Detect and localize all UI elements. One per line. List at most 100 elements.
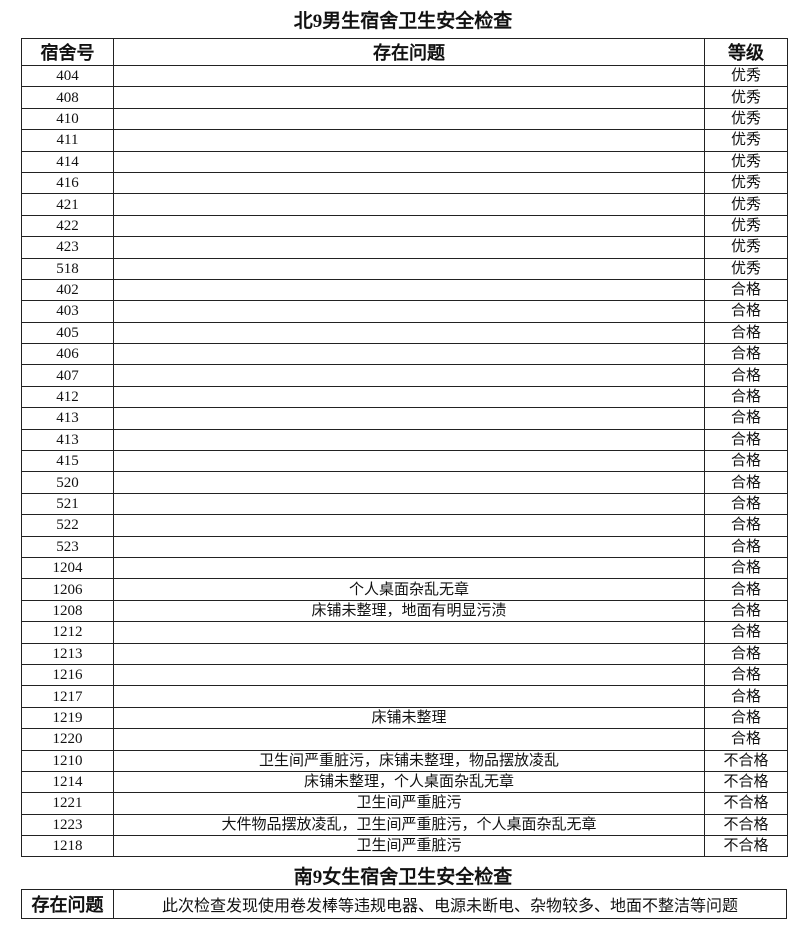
grade-cell: 不合格 bbox=[704, 813, 788, 837]
grade-cell: 合格 bbox=[704, 428, 788, 452]
issue-cell: 卫生间严重脏污 bbox=[113, 835, 705, 858]
room-cell: 1204 bbox=[21, 556, 114, 580]
grade-cell: 优秀 bbox=[704, 129, 788, 152]
header-room: 宿舍号 bbox=[21, 38, 114, 66]
grade-cell: 合格 bbox=[704, 364, 788, 387]
issue-cell bbox=[113, 385, 705, 409]
grade-cell: 合格 bbox=[704, 450, 788, 473]
room-cell: 1213 bbox=[21, 642, 114, 665]
room-cell: 1208 bbox=[21, 599, 114, 623]
issue-cell bbox=[113, 685, 705, 708]
room-cell: 523 bbox=[21, 535, 114, 558]
room-cell: 1220 bbox=[21, 728, 114, 751]
room-cell: 413 bbox=[21, 428, 114, 452]
table-row: 1212 合格 bbox=[21, 621, 788, 644]
room-cell: 404 bbox=[21, 64, 114, 88]
issue-cell: 个人桌面杂乱无章 bbox=[113, 578, 705, 601]
table-row: 416 优秀 bbox=[21, 171, 788, 195]
table-row: 1206 个人桌面杂乱无章 合格 bbox=[21, 578, 788, 601]
north-inspection-table: 宿舍号 存在问题 等级 404 优秀 408 优秀 410 优秀 411 优秀 414 优秀 416… bbox=[21, 38, 788, 858]
table-header-row: 宿舍号 存在问题 等级 bbox=[21, 38, 788, 66]
room-cell: 407 bbox=[21, 364, 114, 387]
table-row: 410 优秀 bbox=[21, 107, 788, 131]
room-cell: 415 bbox=[21, 450, 114, 473]
grade-cell: 合格 bbox=[704, 621, 788, 644]
table-row: 406 合格 bbox=[21, 343, 788, 366]
grade-cell: 合格 bbox=[704, 642, 788, 665]
table-row: 412 合格 bbox=[21, 385, 788, 409]
table-row: 422 优秀 bbox=[21, 214, 788, 238]
grade-cell: 优秀 bbox=[704, 214, 788, 238]
issue-cell bbox=[113, 64, 705, 88]
table-row: 1218 卫生间严重脏污 不合格 bbox=[21, 835, 788, 858]
grade-cell: 合格 bbox=[704, 599, 788, 623]
grade-cell: 优秀 bbox=[704, 64, 788, 88]
grade-cell: 合格 bbox=[704, 492, 788, 516]
table-row: 518 优秀 bbox=[21, 257, 788, 280]
grade-cell: 优秀 bbox=[704, 86, 788, 109]
room-cell: 1212 bbox=[21, 621, 114, 644]
grade-cell: 不合格 bbox=[704, 792, 788, 815]
issue-cell bbox=[113, 364, 705, 387]
table-row: 523 合格 bbox=[21, 535, 788, 558]
issue-cell: 卫生间严重脏污 bbox=[113, 792, 705, 815]
issue-cell bbox=[113, 492, 705, 516]
grade-cell: 不合格 bbox=[704, 749, 788, 772]
south-inspection-table: 存在问题 此次检查发现使用卷发棒等违规电器、电源未断电、杂物较多、地面不整洁等问… bbox=[21, 889, 787, 919]
issue-cell bbox=[113, 407, 705, 430]
grade-cell: 优秀 bbox=[704, 193, 788, 216]
table-row: 404 优秀 bbox=[21, 64, 788, 88]
table-row: 423 优秀 bbox=[21, 236, 788, 259]
issue-cell bbox=[113, 556, 705, 580]
issue-cell bbox=[113, 471, 705, 494]
table-row: 1223 大件物品摆放凌乱，卫生间严重脏污，个人桌面杂乱无章 不合格 bbox=[21, 813, 788, 837]
grade-cell: 合格 bbox=[704, 706, 788, 730]
room-cell: 1218 bbox=[21, 835, 114, 858]
room-cell: 414 bbox=[21, 150, 114, 173]
issue-cell bbox=[113, 214, 705, 238]
room-cell: 421 bbox=[21, 193, 114, 216]
issue-cell bbox=[113, 300, 705, 323]
issue-label: 存在问题 bbox=[21, 889, 114, 919]
table-row: 存在问题 此次检查发现使用卷发棒等违规电器、电源未断电、杂物较多、地面不整洁等问… bbox=[21, 889, 787, 919]
room-cell: 1223 bbox=[21, 813, 114, 837]
room-cell: 416 bbox=[21, 171, 114, 195]
room-cell: 520 bbox=[21, 471, 114, 494]
table-row: 414 优秀 bbox=[21, 150, 788, 173]
table-row: 1217 合格 bbox=[21, 685, 788, 708]
table-row: 407 合格 bbox=[21, 364, 788, 387]
table-row: 1219 床铺未整理 合格 bbox=[21, 706, 788, 730]
table-row: 413 合格 bbox=[21, 428, 788, 452]
issue-cell bbox=[113, 129, 705, 152]
issue-cell bbox=[113, 150, 705, 173]
issue-cell bbox=[113, 428, 705, 452]
north-title: 北9男生宿舍卫生安全检查 bbox=[293, 11, 513, 32]
issue-cell: 床铺未整理，个人桌面杂乱无章 bbox=[113, 770, 705, 794]
issue-cell bbox=[113, 236, 705, 259]
grade-cell: 不合格 bbox=[704, 770, 788, 794]
issue-cell bbox=[113, 171, 705, 195]
issue-text: 此次检查发现使用卷发棒等违规电器、电源未断电、杂物较多、地面不整洁等问题 bbox=[113, 889, 787, 919]
grade-cell: 合格 bbox=[704, 663, 788, 687]
issue-cell bbox=[113, 642, 705, 665]
header-grade: 等级 bbox=[704, 38, 788, 66]
table-row: 1220 合格 bbox=[21, 728, 788, 751]
room-cell: 518 bbox=[21, 257, 114, 280]
table-row: 403 合格 bbox=[21, 300, 788, 323]
issue-cell bbox=[113, 257, 705, 280]
table-row: 1216 合格 bbox=[21, 663, 788, 687]
room-cell: 411 bbox=[21, 129, 114, 152]
room-cell: 522 bbox=[21, 514, 114, 537]
room-cell: 1221 bbox=[21, 792, 114, 815]
room-cell: 403 bbox=[21, 300, 114, 323]
grade-cell: 优秀 bbox=[704, 150, 788, 173]
room-cell: 521 bbox=[21, 492, 114, 516]
issue-cell bbox=[113, 621, 705, 644]
table-row: 1208 床铺未整理，地面有明显污渍 合格 bbox=[21, 599, 788, 623]
issue-cell bbox=[113, 107, 705, 131]
table-row: 520 合格 bbox=[21, 471, 788, 494]
room-cell: 1214 bbox=[21, 770, 114, 794]
table-row: 1221 卫生间严重脏污 不合格 bbox=[21, 792, 788, 815]
room-cell: 406 bbox=[21, 343, 114, 366]
issue-cell bbox=[113, 278, 705, 302]
